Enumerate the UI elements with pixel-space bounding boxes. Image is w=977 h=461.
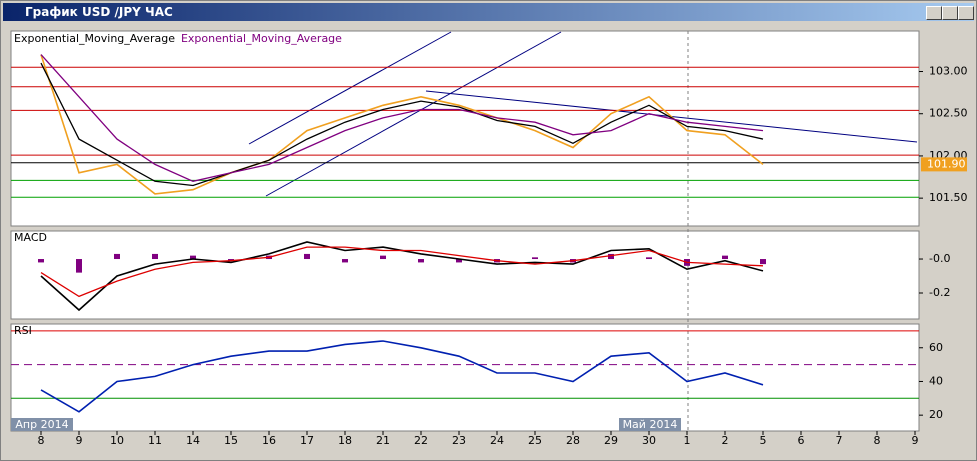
histogram-bar (190, 255, 196, 260)
series-line (40, 54, 764, 195)
y-tick-label: 103.00 (929, 65, 968, 78)
y-tick-label: 102.50 (929, 107, 968, 120)
window-title: График USD /JPY ЧАС (25, 5, 173, 19)
histogram-bar (722, 255, 728, 260)
x-tick-label: 25 (528, 434, 542, 447)
histogram-bar (228, 259, 234, 261)
histogram-bar (38, 259, 44, 263)
rsi-panel (10, 323, 920, 432)
close-button[interactable] (958, 6, 974, 20)
month-label: Май 2014 (623, 418, 678, 431)
x-tick-label: 17 (300, 434, 314, 447)
minimize-button[interactable] (926, 6, 942, 20)
histogram-bar (152, 253, 158, 260)
macd-panel (10, 230, 920, 320)
histogram-bar (342, 259, 348, 263)
x-tick-label: 9 (912, 434, 919, 447)
x-tick-label: 8 (38, 434, 45, 447)
x-tick-label: 18 (338, 434, 352, 447)
y-tick-label: 20 (929, 408, 943, 421)
y-tick-label: -0.2 (929, 286, 950, 299)
x-tick-label: 16 (262, 434, 276, 447)
histogram-bar (456, 259, 462, 263)
histogram-bar (760, 259, 766, 265)
y-tick-label: 40 (929, 374, 943, 387)
month-label-box (11, 418, 73, 431)
y-tick-label: 101.50 (929, 191, 968, 204)
x-tick-label: 7 (836, 434, 843, 447)
y-tick-label: -0.0 (929, 252, 950, 265)
month-label: Апр 2014 (15, 418, 68, 431)
x-tick-label: 8 (874, 434, 881, 447)
month-label-box (619, 418, 681, 431)
legend-entry: Exponential_Moving_Average (14, 32, 175, 45)
x-tick-label: 21 (376, 434, 390, 447)
panel-title: RSI (14, 324, 32, 337)
x-tick-label: 2 (722, 434, 729, 447)
histogram-bar (114, 253, 120, 260)
x-tick-label: 10 (110, 434, 124, 447)
x-tick-label: 22 (414, 434, 428, 447)
histogram-bar (380, 255, 386, 260)
x-tick-label: 23 (452, 434, 466, 447)
chart: 103.00102.50102.00101.50101.90Exponentia… (10, 30, 968, 447)
series-line (40, 340, 764, 413)
x-tick-label: 9 (76, 434, 83, 447)
x-tick-label: 28 (566, 434, 580, 447)
y-tick-label: 60 (929, 341, 943, 354)
x-tick-label: 24 (490, 434, 504, 447)
histogram-bar (646, 257, 652, 260)
series-line (40, 246, 764, 298)
histogram-bar (304, 253, 310, 260)
x-tick-label: 1 (684, 434, 691, 447)
x-tick-label: 14 (186, 434, 200, 447)
channel-line (265, 31, 562, 197)
x-tick-label: 15 (224, 434, 238, 447)
channel-line (248, 31, 452, 145)
title-bar: График USD /JPY ЧАС (3, 3, 974, 21)
series-line (40, 54, 764, 182)
legend-entry: Exponential_Moving_Average (181, 32, 342, 45)
histogram-bar (608, 253, 614, 260)
last-value-box (921, 157, 967, 172)
last-value-label: 101.90 (927, 157, 966, 170)
x-tick-label: 29 (604, 434, 618, 447)
x-tick-label: 6 (798, 434, 805, 447)
histogram-bar (532, 257, 538, 260)
maximize-button[interactable] (942, 6, 958, 20)
x-tick-label: 11 (148, 434, 162, 447)
x-tick-label: 5 (760, 434, 767, 447)
panel-title: MACD (14, 231, 47, 244)
histogram-bar (418, 259, 424, 263)
histogram-bar (76, 259, 82, 273)
series-line (40, 62, 764, 187)
x-tick-label: 30 (642, 434, 656, 447)
